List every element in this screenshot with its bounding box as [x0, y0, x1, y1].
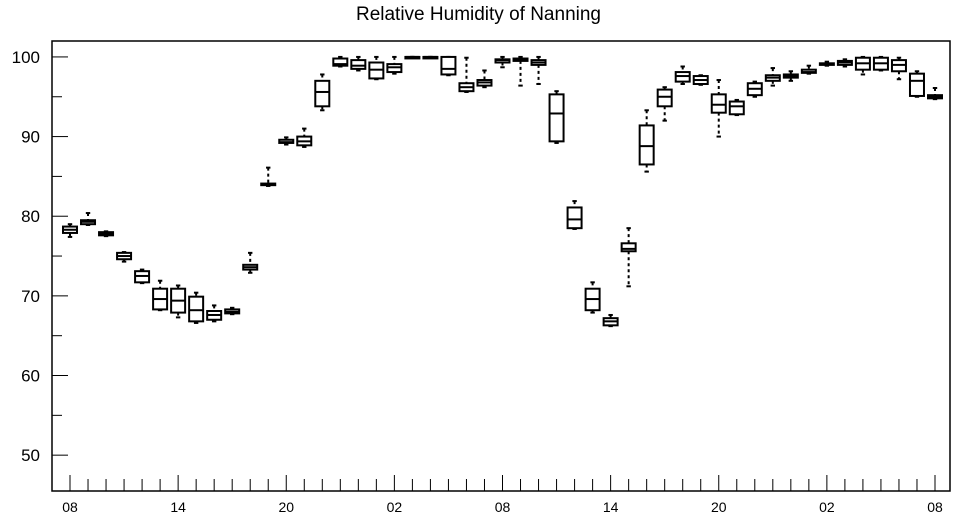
- x-tick-label: 08: [495, 499, 511, 515]
- box: [764, 67, 781, 87]
- x-tick-label: 20: [711, 499, 727, 515]
- box: [800, 64, 817, 75]
- x-tick-label: 02: [819, 499, 835, 515]
- plot-frame: [51, 40, 951, 492]
- box: [278, 136, 295, 146]
- y-tick-label: 60: [21, 367, 40, 386]
- x-tick-label: 02: [387, 499, 403, 515]
- box: [927, 86, 943, 101]
- box: [782, 70, 799, 82]
- box: [350, 55, 367, 72]
- box: [134, 268, 151, 285]
- iqr-box: [314, 79, 331, 108]
- iqr-box: [620, 242, 637, 253]
- box: [62, 223, 78, 238]
- box: [224, 306, 241, 316]
- box: [746, 80, 763, 98]
- iqr-box: [350, 59, 367, 70]
- box: [620, 227, 637, 288]
- box: [818, 60, 835, 67]
- iqr-box: [656, 88, 673, 108]
- box: [602, 313, 619, 328]
- box: [566, 200, 583, 230]
- iqr-box: [548, 93, 565, 143]
- iqr-box: [728, 100, 745, 116]
- box: [638, 109, 655, 173]
- box: [332, 55, 349, 68]
- box: [692, 74, 709, 86]
- iqr-box: [566, 206, 583, 230]
- y-tick-label: 90: [21, 128, 40, 147]
- x-tick-label: 14: [170, 499, 186, 515]
- iqr-box: [188, 295, 205, 323]
- box: [494, 55, 511, 69]
- box: [728, 98, 745, 117]
- box: [890, 56, 907, 81]
- x-tick-label: 20: [278, 499, 294, 515]
- box: [116, 251, 133, 263]
- box: [476, 69, 493, 89]
- box: [296, 127, 313, 148]
- iqr-box: [908, 72, 925, 97]
- y-tick-label: 100: [12, 48, 40, 67]
- iqr-box: [440, 55, 457, 76]
- iqr-box: [710, 93, 727, 114]
- box: [530, 55, 547, 86]
- box: [908, 70, 925, 98]
- box: [386, 55, 403, 75]
- box: [98, 230, 115, 238]
- x-tick-label: 14: [603, 499, 619, 515]
- box: [836, 58, 853, 68]
- box: [584, 281, 601, 314]
- box: [152, 279, 169, 312]
- box: [674, 65, 691, 86]
- y-tick-label: 50: [21, 446, 40, 465]
- box: [242, 251, 259, 274]
- box: [404, 55, 421, 60]
- box: [260, 166, 277, 187]
- box: [710, 79, 727, 138]
- box: [206, 304, 223, 323]
- box: [170, 284, 187, 319]
- x-tick-label: 08: [62, 499, 78, 515]
- box: [188, 291, 205, 324]
- box: [314, 73, 331, 112]
- box: [422, 55, 439, 60]
- box: [854, 55, 871, 76]
- box: [368, 55, 385, 81]
- box-series: [62, 55, 943, 328]
- chart-title: Relative Humidity of Nanning: [355, 4, 601, 25]
- y-tick-label: 70: [21, 287, 40, 306]
- x-tick-label: 08: [927, 499, 943, 515]
- box: [80, 212, 97, 226]
- box: [458, 56, 475, 93]
- box: [872, 55, 889, 72]
- iqr-box: [638, 124, 655, 166]
- box: [656, 86, 673, 122]
- box: [548, 90, 565, 144]
- iqr-box: [332, 57, 349, 67]
- y-tick-label: 80: [21, 207, 40, 226]
- x-axis: 08 14 20 02 08 14 20 02 08: [62, 475, 943, 515]
- box: [440, 55, 457, 77]
- y-axis: 50 60 70 80 90 100: [12, 48, 68, 465]
- box: [512, 55, 529, 87]
